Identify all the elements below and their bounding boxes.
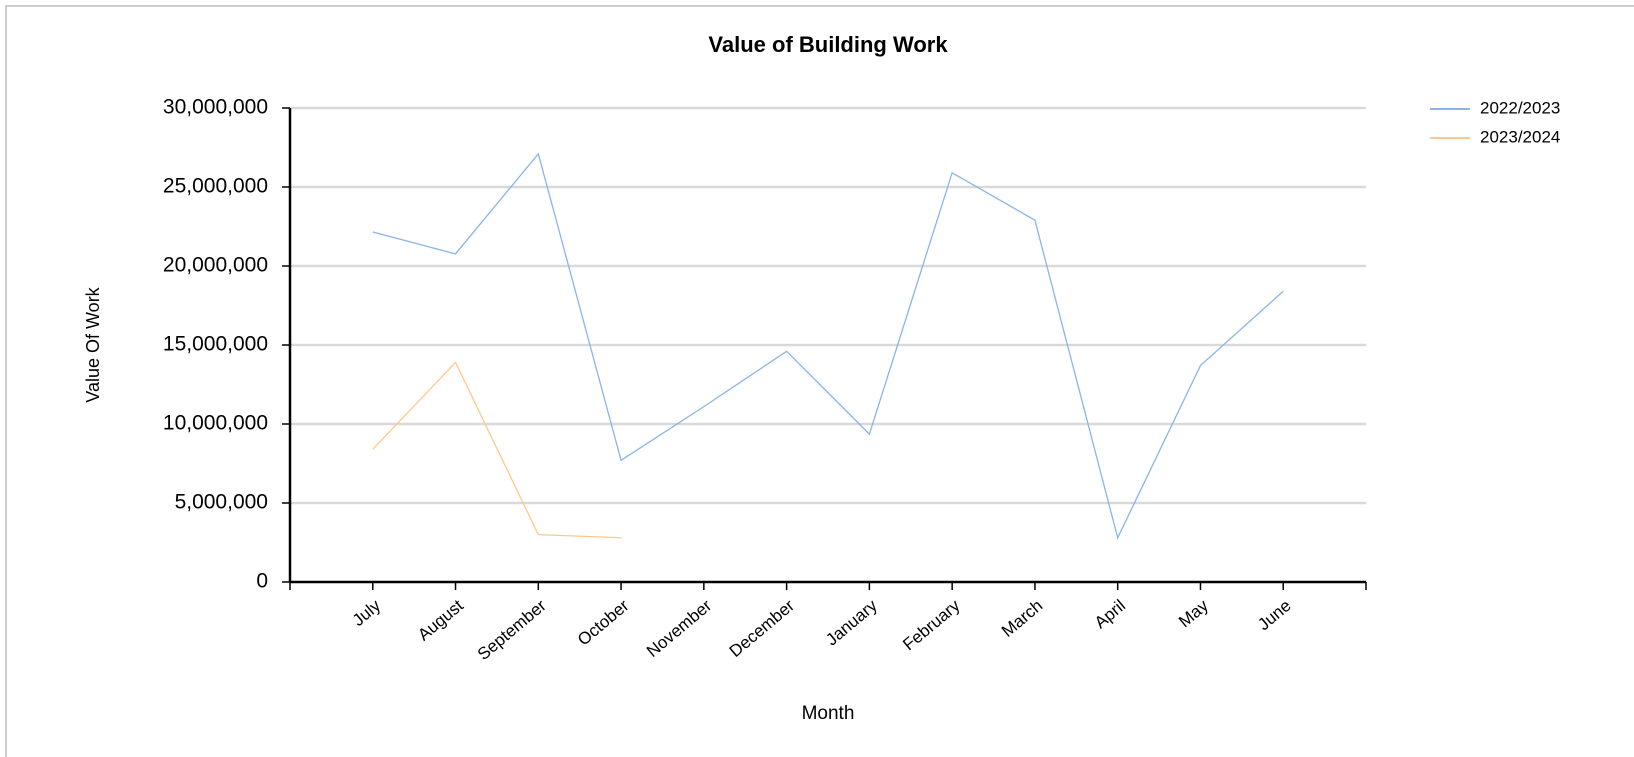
x-tick-label: February xyxy=(899,596,964,655)
y-tick-label: 20,000,000 xyxy=(163,254,268,277)
y-tick-label: 0 xyxy=(256,570,268,593)
x-tick-label: May xyxy=(1175,596,1212,632)
y-tick-label: 30,000,000 xyxy=(163,96,268,119)
x-tick-label: October xyxy=(574,596,633,650)
x-tick-label: December xyxy=(726,596,799,661)
x-tick-label: July xyxy=(349,596,385,630)
chart-title: Value of Building Work xyxy=(708,32,948,57)
line-series xyxy=(372,361,622,539)
y-tick-label: 10,000,000 xyxy=(163,412,268,435)
x-tick-label: March xyxy=(998,596,1046,641)
frame xyxy=(5,5,1634,757)
y-tick-label: 15,000,000 xyxy=(163,333,268,356)
x-tick-label: January xyxy=(822,596,881,650)
legend-label: 2023/2024 xyxy=(1480,127,1560,146)
x-tick-label: April xyxy=(1091,596,1129,632)
y-tick-label: 5,000,000 xyxy=(175,491,268,514)
x-tick-label: June xyxy=(1254,596,1294,634)
x-tick-label: September xyxy=(474,596,550,664)
x-tick-label: November xyxy=(643,596,716,661)
x-axis-label: Month xyxy=(802,703,855,724)
legend-label: 2022/2023 xyxy=(1480,98,1560,117)
y-tick-label: 25,000,000 xyxy=(163,175,268,198)
x-tick-label: August xyxy=(414,596,467,645)
line-series xyxy=(372,152,1284,540)
y-axis-label: Value Of Work xyxy=(83,286,103,402)
